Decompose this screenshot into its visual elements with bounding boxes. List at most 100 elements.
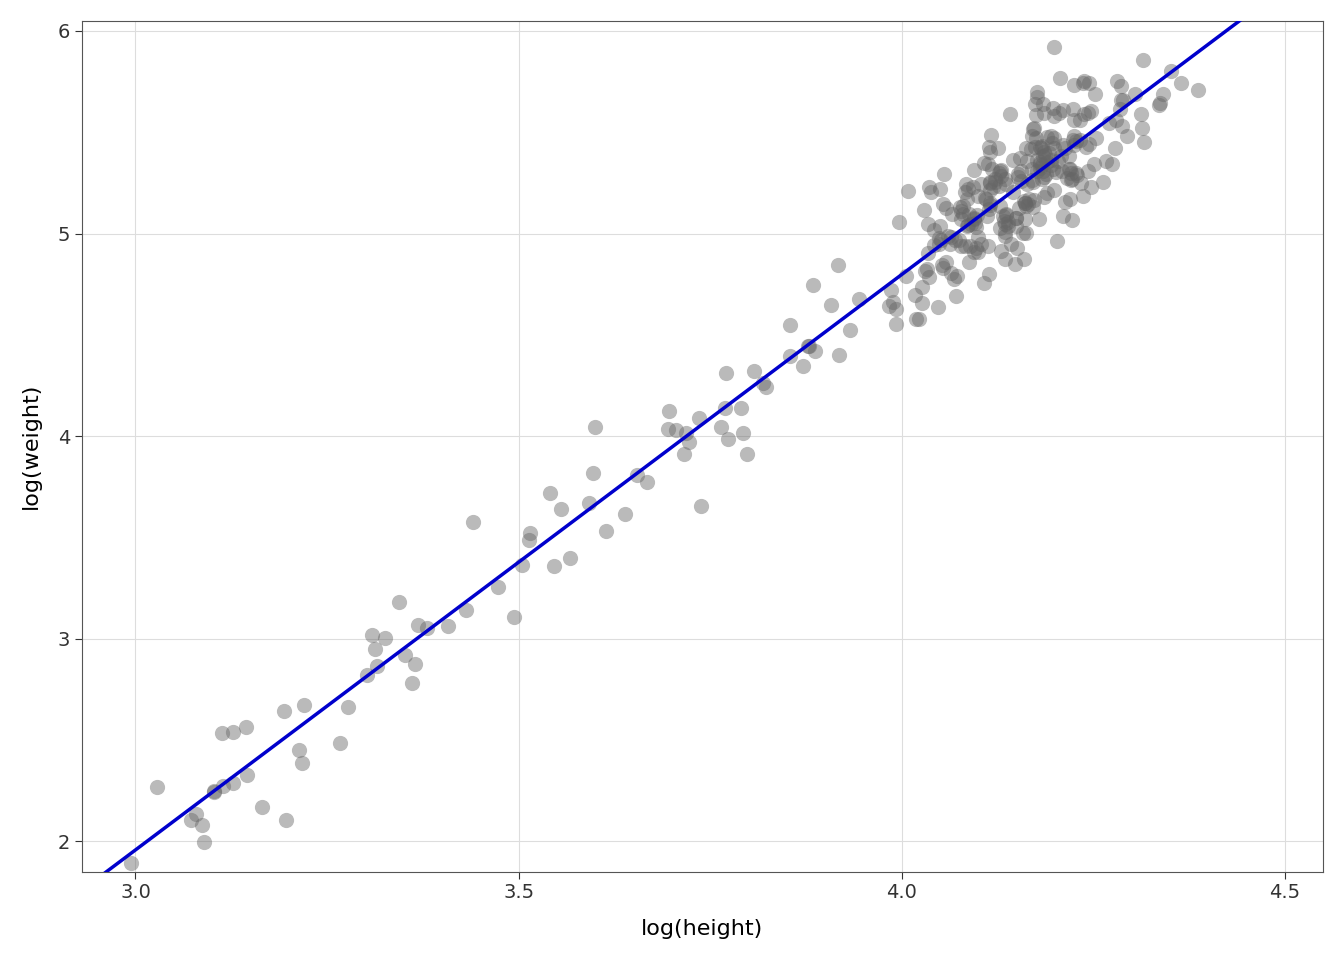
Point [1001, 236, 1023, 252]
Point [995, 217, 1016, 232]
Point [1032, 96, 1054, 111]
Point [1025, 130, 1047, 145]
Point [1032, 148, 1054, 163]
Point [917, 261, 938, 276]
Point [930, 219, 952, 234]
Point [918, 269, 939, 284]
Point [401, 675, 422, 690]
Point [929, 236, 950, 252]
Point [1110, 92, 1132, 108]
Point [1021, 173, 1043, 188]
Point [1073, 74, 1094, 89]
Point [1027, 163, 1048, 179]
Point [1013, 193, 1035, 208]
Point [755, 379, 777, 395]
Point [288, 742, 309, 757]
Point [938, 228, 960, 244]
Point [917, 216, 938, 231]
Point [1039, 146, 1060, 161]
Point [337, 700, 359, 715]
Point [991, 162, 1012, 178]
Point [437, 618, 458, 634]
Point [1106, 73, 1128, 88]
Point [503, 609, 524, 624]
Point [978, 139, 1000, 155]
Point [918, 179, 939, 194]
Point [1023, 120, 1044, 135]
Point [1016, 154, 1038, 169]
Point [1042, 100, 1063, 115]
Point [1059, 191, 1081, 206]
Point [1030, 155, 1051, 170]
Point [939, 265, 961, 280]
Point [1132, 121, 1153, 136]
Point [1005, 256, 1027, 272]
Point [965, 219, 986, 234]
Point [848, 292, 870, 307]
Point [984, 171, 1005, 186]
Point [1034, 106, 1055, 121]
Point [1042, 134, 1063, 150]
Point [1011, 163, 1032, 179]
Point [1003, 153, 1024, 168]
Point [579, 495, 601, 511]
Point [960, 238, 981, 253]
Point [958, 254, 980, 270]
Point [1035, 166, 1056, 181]
Point [1083, 156, 1105, 172]
Point [1051, 149, 1073, 164]
Point [364, 641, 386, 657]
Point [1031, 140, 1052, 156]
Point [949, 232, 970, 248]
Point [293, 697, 314, 712]
Point [1036, 154, 1058, 169]
Point [1130, 107, 1152, 122]
Point [957, 217, 978, 232]
Point [923, 237, 945, 252]
Point [718, 431, 739, 446]
Point [329, 735, 351, 751]
Point [203, 782, 224, 798]
Point [1148, 97, 1169, 112]
Point [898, 183, 919, 199]
Point [362, 628, 383, 643]
Point [222, 775, 243, 790]
Point [981, 127, 1003, 142]
Point [1060, 172, 1082, 187]
Point [952, 206, 973, 222]
Point [659, 403, 680, 419]
Point [1187, 82, 1208, 97]
Point [1079, 136, 1101, 152]
Point [995, 228, 1016, 243]
Point [688, 411, 710, 426]
Point [929, 230, 950, 246]
Point [985, 174, 1007, 189]
Point [1066, 165, 1087, 180]
Point [1008, 166, 1030, 181]
Point [1070, 132, 1091, 148]
Point [952, 198, 973, 213]
Point [943, 272, 965, 287]
Point [941, 206, 962, 222]
Point [1052, 103, 1074, 118]
Point [737, 446, 758, 462]
Point [964, 244, 985, 259]
Point [1070, 112, 1091, 128]
Point [1085, 86, 1106, 102]
Point [1063, 137, 1085, 153]
Point [1043, 131, 1064, 146]
Point [988, 166, 1009, 181]
Point [981, 162, 1003, 178]
Point [1063, 112, 1085, 128]
Point [1074, 107, 1095, 122]
Point [146, 780, 168, 795]
Point [798, 338, 820, 353]
Point [957, 218, 978, 233]
Point [933, 197, 954, 212]
Point [995, 206, 1016, 222]
Point [1062, 171, 1083, 186]
Point [1005, 218, 1027, 233]
Point [1043, 161, 1064, 177]
Point [394, 648, 415, 663]
Point [828, 257, 849, 273]
